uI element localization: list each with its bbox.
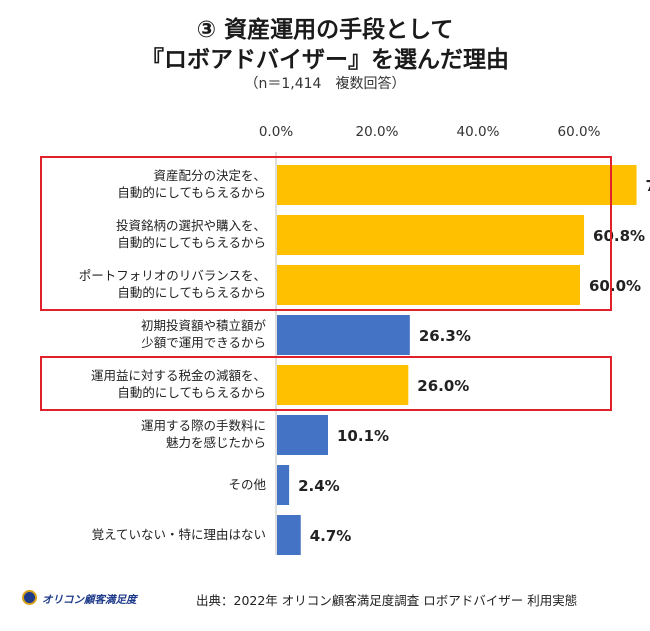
x-tick-label: 40.0% [457,124,500,140]
bar [277,465,290,505]
data-label: 10.1% [337,427,389,445]
data-label: 26.3% [419,327,471,345]
source-note: 出典：2022年 オリコン顧客満足度調査 ロボアドバイザー 利用実態 [196,593,578,608]
data-label: 4.7% [310,527,352,545]
category-label: 運用益に対する税金の減額を、 [91,368,266,383]
chart-title-line1: ③ 資産運用の手段として [196,17,454,43]
category-label: 自動的にしてもらえるから [117,185,266,200]
data-label: 60.0% [589,277,641,295]
category-label: 初期投資額や積立額が [141,318,267,333]
logo-text: オリコン顧客満足度 [42,594,137,606]
data-label: 60.8% [593,227,645,245]
highlight-frame-tax [40,356,612,411]
bar [277,265,580,305]
category-label: 運用する際の手数料に [141,418,266,433]
category-label: 自動的にしてもらえるから [117,235,266,250]
data-label: 71.2% [646,177,650,195]
category-label: 魅力を感じたから [166,435,266,450]
x-tick-label: 0.0% [259,124,293,140]
category-label: 自動的にしてもらえるから [117,385,266,400]
chart-title-line2: 『ロボアドバイザー』を選んだ理由 [141,47,509,73]
data-label: 2.4% [298,477,340,495]
bar [277,415,329,455]
highlight-frame-top [40,156,612,311]
chart-subtitle: （n＝1,414 複数回答） [244,76,406,92]
bar [277,365,409,405]
category-label: 覚えていない・特に理由はない [92,527,266,542]
category-label: 自動的にしてもらえるから [117,285,266,300]
bar [277,215,585,255]
bar [277,315,410,355]
category-label: 資産配分の決定を、 [153,168,266,183]
category-label: 少額で運用できるから [141,335,266,350]
bar [277,165,637,205]
bar [277,515,301,555]
x-tick-label: 60.0% [558,124,601,140]
category-label: その他 [228,477,266,492]
x-tick-label: 20.0% [356,124,399,140]
category-label: ポートフォリオのリバランスを、 [79,268,266,283]
data-label: 26.0% [417,377,469,395]
oricon-logo [22,590,37,605]
category-label: 投資銘柄の選択や購入を、 [116,218,266,233]
